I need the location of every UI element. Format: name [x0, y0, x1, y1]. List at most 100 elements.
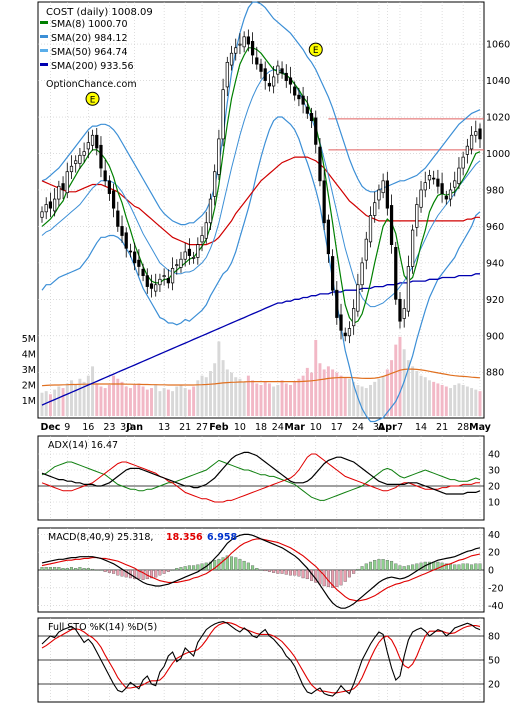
candle-body — [293, 86, 297, 96]
volume-bar — [242, 381, 246, 416]
volume-bar — [461, 384, 465, 416]
volume-bar — [267, 383, 271, 416]
macd-histogram-bar — [183, 566, 187, 571]
macd-histogram-bar — [444, 563, 448, 571]
macd-histogram-bar — [465, 563, 469, 571]
macd-histogram-bar — [335, 569, 339, 588]
bollinger-upper-line — [41, 1, 481, 226]
macd-histogram-bar — [284, 569, 288, 575]
candle-body — [166, 278, 170, 284]
macd-histogram-bar — [166, 569, 170, 572]
x-tick-label: 27 — [196, 422, 208, 433]
candle-body — [272, 76, 276, 87]
candle-body — [183, 251, 187, 260]
macd-histogram-bar — [406, 565, 410, 571]
candle-body — [309, 113, 314, 122]
macd-histogram-bar — [394, 563, 398, 571]
candle-body — [263, 68, 267, 81]
volume-bar — [444, 386, 448, 416]
volume-bar — [297, 378, 301, 416]
macd-histogram-bar — [57, 567, 61, 571]
candle-body — [326, 219, 330, 255]
macd-histogram-bar — [402, 566, 406, 571]
macd-histogram-bar — [120, 569, 124, 577]
volume-bar — [314, 339, 318, 416]
candle-body — [133, 251, 137, 264]
candle-body — [469, 134, 474, 150]
volume-bar — [331, 369, 335, 416]
macd-tick-label: 0 — [488, 566, 494, 577]
macd-histogram-bar — [200, 563, 204, 571]
candle-body — [103, 170, 107, 182]
macd-histogram-bar — [124, 569, 128, 578]
volume-bar — [272, 386, 276, 416]
volume-tick-label: 3M — [22, 365, 36, 376]
candle-body — [120, 226, 124, 236]
candle-body — [44, 204, 48, 213]
candle-body — [204, 222, 208, 239]
macd-histogram-bar — [343, 569, 347, 582]
x-tick-label: 31 — [373, 422, 385, 433]
candle-body — [141, 268, 145, 276]
macd-histogram-bar — [149, 569, 154, 579]
volume-bar — [57, 386, 61, 416]
volume-bar — [116, 378, 120, 416]
volume-bar — [91, 366, 95, 416]
x-tick-label: 10 — [234, 422, 246, 433]
volume-bar — [53, 389, 57, 416]
volume-bar — [352, 381, 356, 416]
volume-bar — [61, 388, 65, 416]
candle-body — [402, 308, 406, 319]
x-tick-label: 21 — [179, 422, 191, 433]
macd-histogram-bar — [251, 565, 255, 571]
volume-bar — [95, 383, 99, 416]
candle-body — [107, 180, 111, 194]
earnings-marker-label: E — [313, 46, 319, 56]
macd-histogram-bar — [65, 568, 69, 571]
earnings-marker-label: E — [90, 95, 96, 105]
x-tick-label: Apr — [378, 422, 397, 433]
volume-bar — [225, 369, 229, 416]
price-tick-label: 1020 — [486, 113, 510, 124]
x-tick-label: 24 — [352, 422, 364, 433]
volume-bar — [293, 381, 297, 416]
x-tick-label: 24 — [272, 422, 284, 433]
candle-body — [99, 144, 103, 169]
volume-bar — [230, 372, 233, 416]
macd-histogram-bar — [40, 567, 44, 571]
x-tick-label: 14 — [415, 422, 427, 433]
volume-bar — [133, 384, 137, 416]
macd-histogram-bar — [322, 569, 326, 587]
macd-histogram-bar — [221, 557, 225, 571]
candle-body — [246, 36, 250, 45]
volume-bar — [398, 336, 402, 416]
candle-body — [335, 289, 339, 318]
candle-body — [276, 65, 280, 75]
adx-plus-di-line — [41, 459, 481, 501]
x-tick-label: Feb — [209, 422, 229, 433]
macd-histogram-bar — [267, 569, 271, 572]
volume-bar — [369, 384, 372, 416]
macd-histogram-bar — [305, 569, 309, 580]
x-tick-label: 23 — [103, 422, 115, 433]
candle-body — [373, 202, 377, 216]
macd-histogram-bar — [158, 569, 162, 576]
candle-body — [149, 283, 154, 289]
macd-histogram-bar — [461, 563, 465, 571]
x-tick-label: Dec — [40, 422, 60, 433]
price-tick-label: 1060 — [486, 40, 510, 51]
macd-histogram-bar — [331, 569, 335, 588]
volume-bar — [364, 388, 368, 416]
x-tick-label: 10 — [310, 422, 322, 433]
macd-histogram-bar — [133, 569, 137, 580]
macd-histogram-bar — [116, 569, 120, 576]
candle-body — [478, 128, 482, 140]
volume-bar — [158, 391, 162, 416]
macd-histogram-bar — [69, 567, 73, 571]
volume-bar — [200, 375, 204, 416]
candle-body — [170, 267, 175, 284]
macd-histogram-bar — [474, 563, 478, 571]
macd-histogram-bar — [53, 567, 57, 571]
candle-body — [364, 238, 368, 261]
macd-histogram-bar — [352, 569, 356, 574]
